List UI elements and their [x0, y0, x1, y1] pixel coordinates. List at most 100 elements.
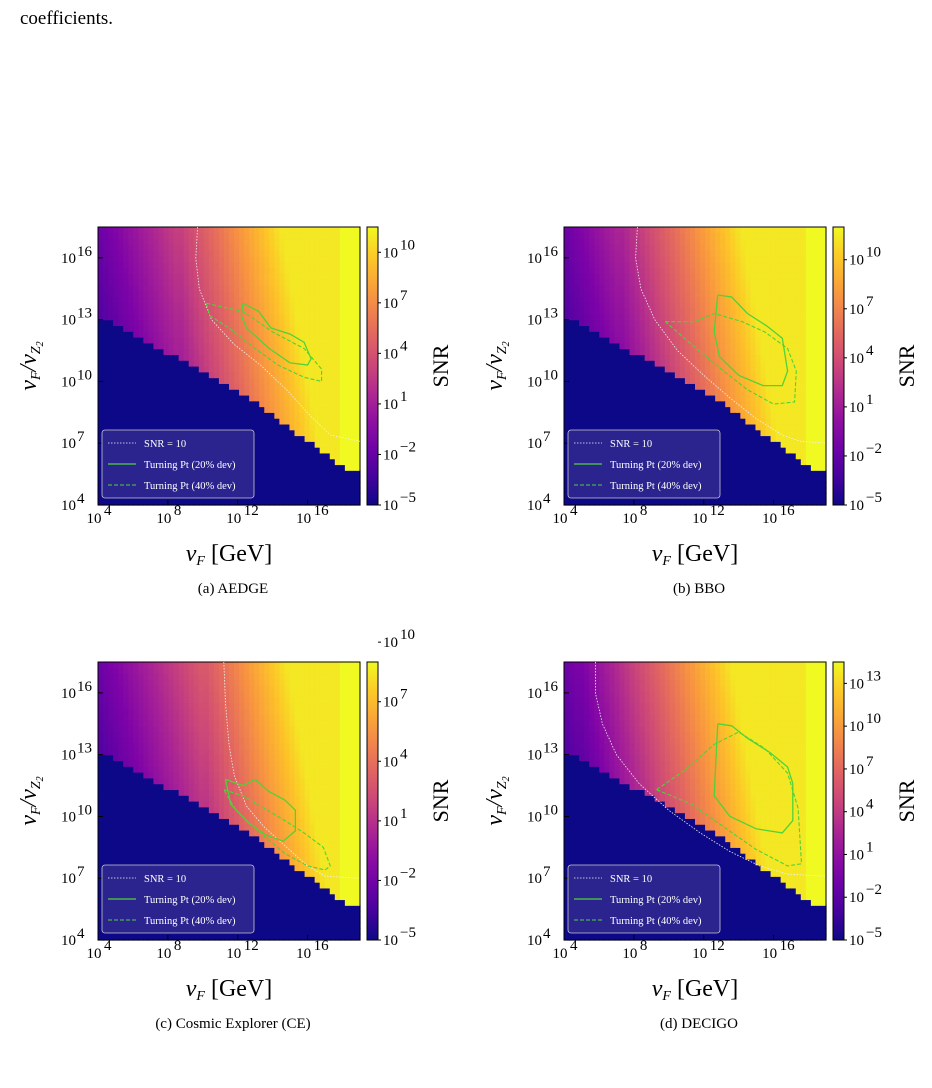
y-tick-exponent: 4 [77, 491, 85, 507]
colorbar-tick-exponent: −5 [866, 490, 882, 506]
y-tick-exponent: 16 [77, 244, 93, 260]
x-tick-exponent: 12 [710, 503, 725, 519]
colorbar-tick-exponent: −5 [866, 925, 882, 941]
x-axis-label: vF [GeV] [652, 541, 739, 569]
colorbar-tick-exponent: 4 [400, 338, 408, 354]
legend-turning-20: Turning Pt (20% dev) [610, 895, 702, 906]
turning-20-contour [713, 723, 794, 834]
colorbar-label: SNR [428, 779, 453, 822]
panel-aedge: 10 4 10 8 10 12 10 16 10 4 10 7 10 10 10 13 10 16 vF [GeV]… [0, 215, 466, 635]
colorbar-tick-exponent: 4 [866, 343, 874, 359]
colorbar-tick-exponent: −5 [400, 925, 416, 941]
y-tick-label: 10 [61, 313, 76, 329]
y-axis-label: vF/vZ2 [16, 776, 46, 825]
y-tick-label: 10 [527, 748, 542, 764]
y-tick-exponent: 4 [77, 926, 85, 942]
y-tick-exponent: 7 [77, 429, 85, 445]
y-tick-label: 10 [61, 498, 76, 514]
y-tick-exponent: 7 [543, 429, 551, 445]
colorbar-tick-exponent: −2 [400, 439, 416, 455]
snr10-contour [195, 226, 361, 442]
colorbar-tick-exponent: 7 [866, 754, 874, 770]
colorbar-tick-label: 10 [383, 346, 398, 362]
snr10-contour [635, 226, 827, 444]
y-tick-label: 10 [527, 374, 542, 390]
colorbar-tick-label: 10 [383, 245, 398, 261]
x-tick-exponent: 4 [570, 503, 578, 519]
snr10-contour [595, 662, 827, 877]
y-tick-exponent: 16 [543, 244, 559, 260]
y-tick-exponent: 7 [543, 864, 551, 880]
legend-snr10: SNR = 10 [144, 874, 186, 885]
x-tick-exponent: 12 [244, 938, 259, 954]
panel-decigo: 10 4 10 8 10 12 10 16 10 4 10 7 10 10 10 13 10 16 vF [GeV]… [466, 650, 932, 1070]
heatmap-cells [564, 227, 827, 506]
colorbar-tick-label: 10 [849, 890, 864, 906]
colorbar-tick-exponent: 1 [400, 389, 408, 405]
colorbar-tick-exponent: 7 [400, 687, 408, 703]
colorbar-tick-label: 10 [383, 814, 398, 830]
legend: SNR = 10 Turning Pt (20% dev) Turning Pt (… [101, 864, 255, 934]
y-tick-exponent: 7 [77, 864, 85, 880]
legend: SNR = 10 Turning Pt (20% dev) Turning Pt (… [567, 864, 721, 934]
y-tick-exponent: 10 [543, 367, 558, 383]
x-tick-exponent: 16 [314, 938, 330, 954]
x-tick-exponent: 8 [640, 938, 648, 954]
caption-aedge: (a) AEDGE [197, 581, 269, 597]
colorbar-tick-label: 10 [849, 498, 864, 514]
y-tick-label: 10 [61, 686, 76, 702]
legend-snr10: SNR = 10 [610, 439, 652, 450]
colorbar-tick-exponent: 1 [400, 806, 408, 822]
panel-bbo: 10 4 10 8 10 12 10 16 10 4 10 7 10 10 10 13 10 16 vF [GeV]… [466, 215, 932, 635]
turning-40-contour [656, 731, 803, 867]
turning-40-contour [664, 312, 797, 405]
colorbar-tick-exponent: 1 [866, 392, 874, 408]
colorbar-tick-label: 10 [849, 253, 864, 269]
colorbar-tick-exponent: 13 [866, 668, 881, 684]
turning-20-contour [713, 294, 789, 387]
turning-40-contour [205, 302, 323, 383]
y-axis-label: vF/vZ2 [482, 341, 512, 390]
legend-turning-40: Turning Pt (40% dev) [610, 916, 702, 927]
colorbar [366, 226, 379, 506]
colorbar-tick-label: 10 [849, 351, 864, 367]
legend-snr10: SNR = 10 [144, 439, 186, 450]
turning-40-contour [223, 789, 331, 871]
colorbar-tick-label: 10 [383, 695, 398, 711]
legend-turning-40: Turning Pt (40% dev) [144, 481, 236, 492]
y-tick-exponent: 10 [77, 367, 92, 383]
x-tick-exponent: 8 [174, 938, 182, 954]
colorbar-tick-exponent: 7 [400, 288, 408, 304]
x-tick-label: 10 [156, 946, 171, 962]
plot-frame [97, 226, 361, 506]
y-tick-exponent: 13 [543, 741, 558, 757]
colorbar-tick-exponent: 10 [400, 627, 415, 643]
colorbar-tick-exponent: 10 [866, 711, 881, 727]
legend-turning-40: Turning Pt (40% dev) [610, 481, 702, 492]
y-tick-label: 10 [527, 436, 542, 452]
x-tick-label: 10 [226, 946, 241, 962]
y-tick-exponent: 10 [77, 802, 92, 818]
colorbar-label: SNR [428, 344, 453, 387]
caption-cosmic-explorer: (c) Cosmic Explorer (CE) [155, 1016, 311, 1032]
y-tick-label: 10 [61, 436, 76, 452]
colorbar [366, 661, 379, 941]
x-tick-label: 10 [87, 946, 102, 962]
colorbar-tick-label: 10 [383, 498, 398, 514]
y-tick-label: 10 [61, 251, 76, 267]
x-tick-exponent: 4 [570, 938, 578, 954]
legend-turning-20: Turning Pt (20% dev) [144, 895, 236, 906]
x-tick-label: 10 [87, 511, 102, 527]
caption-bbo: (b) BBO [672, 581, 726, 597]
x-tick-label: 10 [622, 511, 637, 527]
x-tick-label: 10 [156, 511, 171, 527]
colorbar-tick-exponent: 4 [400, 746, 408, 762]
colorbar-tick-label: 10 [849, 933, 864, 949]
y-tick-label: 10 [527, 933, 542, 949]
legend: SNR = 10 Turning Pt (20% dev) Turning Pt (… [567, 429, 721, 499]
colorbar [832, 661, 845, 941]
legend-snr10: SNR = 10 [610, 874, 652, 885]
colorbar-tick-exponent: −2 [400, 865, 416, 881]
